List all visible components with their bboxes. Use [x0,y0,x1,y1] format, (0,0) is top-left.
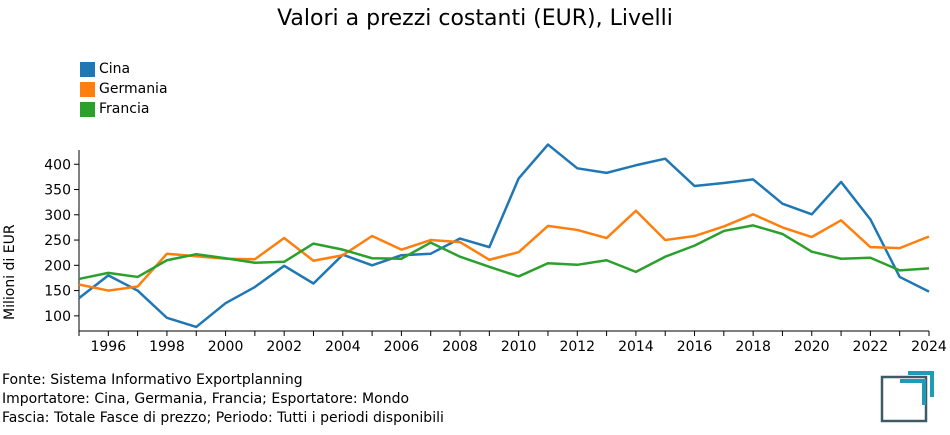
x-tick-label: 2018 [735,339,771,355]
legend: Cina Germania Francia [80,59,168,119]
legend-swatch-cina [80,61,95,77]
y-tick-label: 200 [44,258,71,274]
x-tick-label: 2020 [794,339,830,355]
x-tick-label: 2000 [208,339,244,355]
x-tick-label: 2010 [501,339,537,355]
y-tick-label: 250 [44,233,71,249]
x-tick-label: 1996 [90,339,126,355]
y-tick-label: 400 [44,157,71,173]
y-tick-label: 100 [44,309,71,325]
legend-item-cina: Cina [80,59,168,79]
y-tick-label: 150 [44,284,71,300]
footer: Fonte: Sistema Informativo Exportplannin… [2,371,444,428]
x-tick-label: 2024 [911,339,947,355]
x-tick-label: 2008 [442,339,478,355]
x-tick-label: 2016 [677,339,713,355]
x-tick-label: 2006 [384,339,420,355]
chart-title: Valori a prezzi costanti (EUR), Livelli [277,6,673,31]
series-line-francia [78,224,930,281]
y-tick-label: 350 [44,183,71,199]
legend-label-francia: Francia [99,101,150,117]
legend-swatch-francia [80,101,95,117]
exportplanning-logo-icon [880,371,934,423]
x-tick-label: 2004 [325,339,361,355]
x-tick-label: 2014 [618,339,654,355]
footer-importer: Importatore: Cina, Germania, Francia; Es… [2,391,410,407]
y-tick-label: 300 [44,208,71,224]
series-line-germania [78,209,930,292]
footer-source: Fonte: Sistema Informativo Exportplannin… [2,372,303,388]
legend-label-cina: Cina [99,61,131,77]
legend-swatch-germania [80,81,95,97]
x-tick-label: 2022 [853,339,889,355]
footer-band: Fascia: Totale Fasce di prezzo; Periodo:… [2,410,444,426]
legend-item-francia: Francia [80,99,168,119]
legend-item-germania: Germania [80,79,168,99]
series-line-cina [78,143,930,329]
legend-label-germania: Germania [99,81,168,97]
x-tick-label: 1998 [149,339,185,355]
x-tick-label: 2002 [266,339,302,355]
x-tick-label: 2012 [559,339,595,355]
